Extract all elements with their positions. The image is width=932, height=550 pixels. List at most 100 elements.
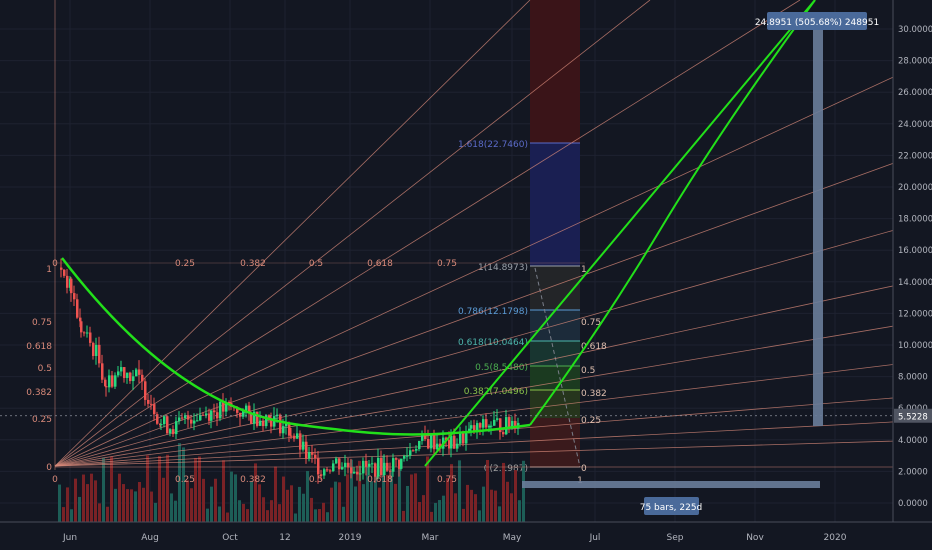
- fan-bottom-label: 0.25: [175, 475, 195, 485]
- candle-body: [445, 437, 448, 441]
- candle-body: [259, 420, 262, 426]
- volume-bar: [330, 487, 333, 522]
- fib-level-label: 0.5(8.5480): [475, 363, 528, 373]
- candle-body: [365, 460, 368, 467]
- time-tick-label: Jul: [589, 533, 601, 543]
- candle-body: [485, 419, 488, 428]
- volume-bar: [418, 501, 421, 522]
- candle-body: [386, 462, 389, 471]
- candle-body: [79, 317, 82, 322]
- candle-body: [66, 275, 69, 288]
- candle-body: [368, 463, 371, 467]
- fan-side-label: 0: [46, 463, 52, 473]
- candle-body: [111, 375, 114, 387]
- fan-right-label: 0.25: [581, 416, 601, 426]
- candle-body: [493, 419, 496, 426]
- candle-body: [514, 420, 517, 429]
- candle-body: [403, 455, 406, 459]
- volume-bar: [462, 508, 465, 522]
- candle-body: [172, 429, 175, 435]
- candle-body: [265, 415, 268, 427]
- fan-ray: [54, 0, 651, 467]
- candle-body: [406, 455, 409, 457]
- candle-body: [160, 424, 163, 426]
- candle-body: [63, 269, 66, 276]
- bars-label: 75 bars, 225d: [640, 503, 703, 513]
- green-trendline-straight: [424, 0, 816, 467]
- volume-bar: [114, 488, 117, 522]
- volume-bar: [290, 485, 293, 522]
- fib-band: [530, 418, 580, 467]
- volume-bar: [230, 471, 233, 522]
- candle-body: [120, 367, 123, 372]
- volume-bar: [142, 487, 145, 522]
- fan-side-label: 0.25: [32, 415, 52, 425]
- price-axis-bg: [893, 0, 932, 550]
- volume-bar: [358, 460, 361, 522]
- volume-bar: [482, 486, 485, 522]
- candle-body: [178, 417, 181, 422]
- volume-bar: [514, 470, 517, 522]
- volume-bar: [210, 486, 213, 522]
- candle-body: [473, 425, 476, 433]
- volume-bar: [246, 509, 249, 522]
- fib-retracement[interactable]: 1.618(22.7460) 1(14.8973) 0.786(12.1798) 0.…: [458, 0, 581, 474]
- fib-band: [530, 0, 580, 143]
- volume-bar: [258, 484, 261, 522]
- fan-bottom-label: 0.75: [437, 475, 457, 485]
- candle-body: [239, 412, 242, 417]
- candle-body: [448, 440, 451, 449]
- volume-bar: [490, 489, 493, 522]
- candle-body: [412, 450, 415, 452]
- time-tick-label: May: [503, 533, 522, 543]
- time-tick-label: Sep: [667, 533, 684, 543]
- volume-bar: [182, 447, 185, 522]
- fib-band: [530, 266, 580, 310]
- candle-body: [101, 363, 104, 380]
- candle-body: [132, 376, 135, 382]
- candle-body: [202, 414, 205, 416]
- candle-body: [332, 463, 335, 472]
- fan-bottom-label: 0.618: [367, 475, 393, 485]
- fan-ray: [54, 219, 931, 467]
- candle-body: [374, 463, 377, 477]
- candle-body: [245, 405, 248, 411]
- measure-tool[interactable]: 24.8951 (505.68%) 248951 75 bars, 225d: [522, 12, 879, 515]
- fan-side-label: 0.5: [38, 364, 52, 374]
- candle-body: [418, 440, 421, 450]
- fan-bottom-label: 0.5: [309, 475, 323, 485]
- price-tick-label: 4.0000: [898, 436, 928, 446]
- volume-bar: [458, 460, 461, 522]
- fan-ray: [54, 277, 931, 467]
- fan-side-label: 0.618: [26, 342, 52, 352]
- candle-body: [430, 435, 433, 449]
- gann-fan-left[interactable]: 0 0.25 0.382 0.5 0.618 0.75 1 0.75 0.618 0.5 0.382…: [26, 0, 931, 485]
- volume-bar: [350, 459, 353, 522]
- candle-body: [290, 435, 293, 437]
- candle-body: [114, 375, 117, 387]
- volume-bar: [274, 466, 277, 522]
- candle-body: [356, 471, 359, 475]
- candle-body: [293, 435, 296, 439]
- candle-body: [60, 267, 63, 270]
- volume-bar: [346, 474, 349, 522]
- candle-body: [308, 452, 311, 459]
- volume-bar: [90, 473, 93, 522]
- volume-bar: [342, 506, 345, 522]
- candle-body: [279, 414, 282, 434]
- trend-curves[interactable]: [61, 0, 816, 467]
- volume-bar: [450, 464, 453, 522]
- candle-body: [219, 401, 222, 419]
- candle-body: [126, 372, 129, 378]
- candle-body: [389, 470, 392, 472]
- candle-body: [282, 426, 285, 434]
- candle-body: [184, 415, 187, 419]
- candle-body: [216, 412, 219, 419]
- candle-body: [190, 419, 193, 424]
- volume-bar: [270, 500, 273, 522]
- measure-vertical-bar: [813, 28, 823, 426]
- fan-right-label: 0.618: [581, 342, 607, 352]
- volume-bar: [294, 513, 297, 522]
